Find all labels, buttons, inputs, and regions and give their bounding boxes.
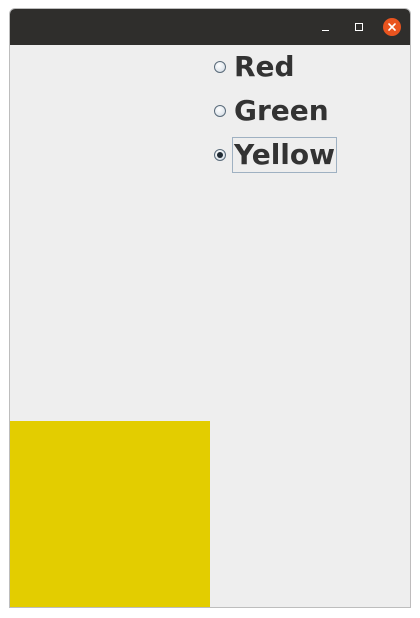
- radio-label-green[interactable]: Green: [234, 94, 329, 127]
- radio-button-red[interactable]: [214, 61, 226, 73]
- radio-option-yellow[interactable]: Yellow: [214, 137, 337, 173]
- app-window: Red Green Yellow: [9, 8, 411, 608]
- maximize-button[interactable]: [349, 17, 369, 37]
- radio-label-yellow[interactable]: Yellow: [232, 137, 337, 173]
- close-icon: [383, 18, 401, 36]
- radio-option-red[interactable]: Red: [214, 49, 297, 85]
- minimize-icon: [321, 24, 329, 31]
- minimize-button[interactable]: [315, 17, 335, 37]
- radio-button-yellow[interactable]: [214, 149, 226, 161]
- radio-selected-dot: [217, 152, 223, 158]
- radio-button-green[interactable]: [214, 105, 226, 117]
- close-button[interactable]: [382, 17, 402, 37]
- color-swatch: [10, 421, 210, 607]
- content-panel: Red Green Yellow: [10, 45, 410, 607]
- title-bar[interactable]: [10, 9, 410, 45]
- radio-option-green[interactable]: Green: [214, 93, 331, 129]
- maximize-icon: [355, 23, 363, 31]
- radio-label-red[interactable]: Red: [234, 50, 295, 83]
